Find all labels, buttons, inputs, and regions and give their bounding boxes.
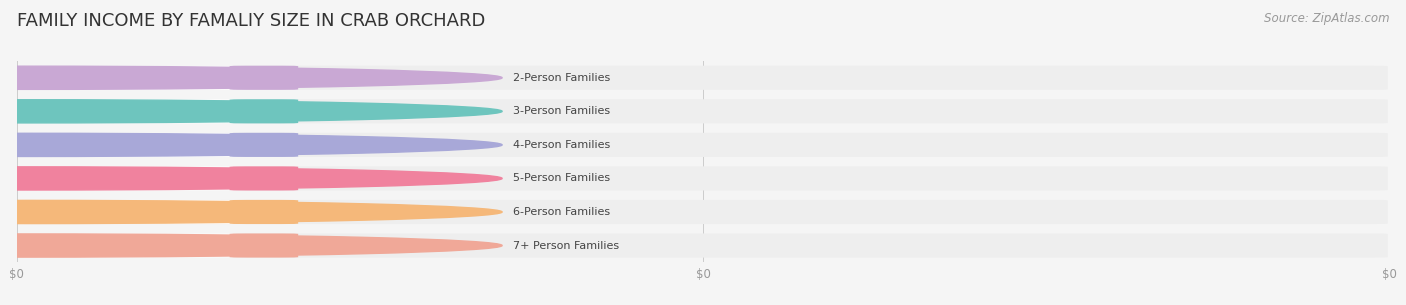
Text: $0: $0 — [256, 207, 271, 217]
Circle shape — [0, 200, 502, 224]
Text: FAMILY INCOME BY FAMALIY SIZE IN CRAB ORCHARD: FAMILY INCOME BY FAMALIY SIZE IN CRAB OR… — [17, 12, 485, 30]
FancyBboxPatch shape — [229, 133, 298, 157]
FancyBboxPatch shape — [229, 66, 298, 90]
FancyBboxPatch shape — [229, 166, 298, 191]
Circle shape — [0, 133, 502, 156]
Circle shape — [0, 234, 502, 257]
Text: $0: $0 — [256, 140, 271, 150]
Text: Source: ZipAtlas.com: Source: ZipAtlas.com — [1264, 12, 1389, 25]
Text: 2-Person Families: 2-Person Families — [513, 73, 610, 83]
Circle shape — [0, 66, 502, 89]
FancyBboxPatch shape — [21, 233, 1388, 258]
FancyBboxPatch shape — [21, 133, 236, 157]
FancyBboxPatch shape — [229, 200, 298, 224]
FancyBboxPatch shape — [21, 99, 1388, 124]
FancyBboxPatch shape — [229, 233, 298, 258]
Circle shape — [0, 100, 502, 123]
Text: $0: $0 — [256, 73, 271, 83]
Text: 4-Person Families: 4-Person Families — [513, 140, 610, 150]
FancyBboxPatch shape — [21, 200, 1388, 224]
Text: $0: $0 — [256, 241, 271, 250]
Text: 5-Person Families: 5-Person Families — [513, 174, 610, 183]
FancyBboxPatch shape — [21, 166, 236, 191]
FancyBboxPatch shape — [21, 233, 236, 258]
Text: $0: $0 — [256, 106, 271, 116]
FancyBboxPatch shape — [21, 99, 236, 124]
FancyBboxPatch shape — [21, 200, 236, 224]
FancyBboxPatch shape — [21, 66, 236, 90]
Circle shape — [0, 167, 502, 190]
FancyBboxPatch shape — [21, 133, 1388, 157]
FancyBboxPatch shape — [21, 66, 1388, 90]
Text: 3-Person Families: 3-Person Families — [513, 106, 610, 116]
Text: $0: $0 — [256, 174, 271, 183]
FancyBboxPatch shape — [229, 99, 298, 124]
Text: 6-Person Families: 6-Person Families — [513, 207, 610, 217]
Text: 7+ Person Families: 7+ Person Families — [513, 241, 619, 250]
FancyBboxPatch shape — [21, 166, 1388, 191]
